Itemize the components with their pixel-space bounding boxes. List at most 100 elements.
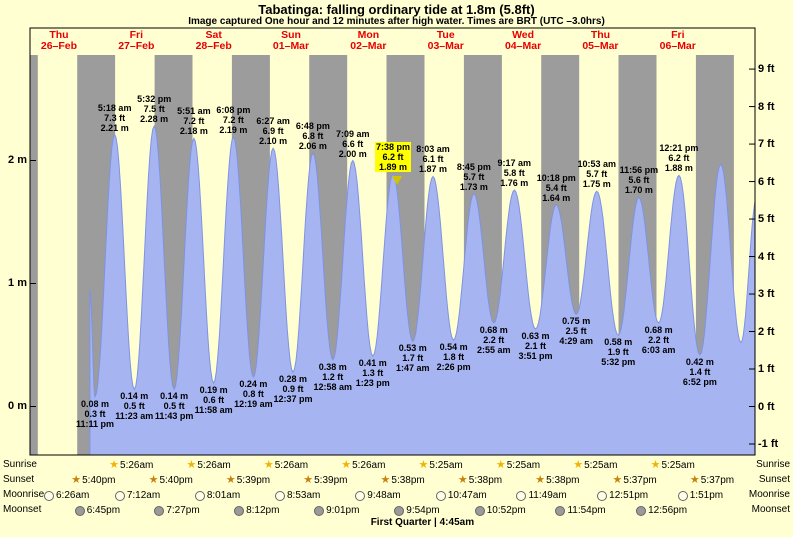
low-tide-annotation: 0.14 m 0.5 ft 11:43 pm	[155, 391, 194, 421]
annotation-line: 0.28 m	[278, 374, 308, 385]
moonset-entry: 7:27pm	[154, 503, 200, 518]
moonset-entry: 9:01pm	[314, 503, 359, 518]
sunset-time: 5:38pm	[468, 475, 503, 486]
annotation-line: 0.24 m	[239, 378, 268, 389]
moonrise-entry: 1:51pm	[677, 488, 723, 503]
annotation-line: 2.2 ft	[648, 334, 670, 345]
meter-axis-label: 1 m	[8, 276, 27, 289]
annotation-line: 0.41 m	[358, 358, 387, 369]
sunset-label-right: Sunset	[758, 474, 790, 485]
annotation-line: 0.6 ft	[203, 395, 225, 406]
annotation-line: 6:27 am	[256, 116, 290, 127]
feet-axis-label: 0 ft	[758, 400, 775, 413]
moonrise-time: 7:12am	[126, 490, 161, 501]
annotation-line: 0.53 m	[398, 343, 427, 354]
moonrise-icon	[435, 490, 446, 501]
annotation-line: 5:18 am	[97, 102, 132, 113]
annotation-line: 11:56 pm	[619, 165, 659, 176]
moonrise-icon	[44, 490, 54, 501]
annotation-line: 0.19 m	[199, 385, 228, 396]
annotation-line: 2.18 m	[179, 126, 208, 137]
sunrise-time: 5:26am	[197, 460, 231, 471]
annotation-line: 6:52 pm	[682, 376, 717, 387]
moonset-entry: 6:45pm	[74, 503, 121, 518]
annotation-line: 3:51 pm	[518, 351, 553, 361]
annotation-line: 11:58 am	[194, 405, 233, 416]
plot-area	[30, 55, 755, 455]
moonset-icon	[555, 505, 566, 516]
annotation-line: 0.5 ft	[163, 401, 185, 412]
annotation-line: 2.10 m	[259, 136, 288, 147]
high-tide-annotation: 10:18 pm 5.4 ft 1.64 m	[537, 173, 576, 203]
moonrise-entry: 12:51pm	[597, 488, 648, 503]
sunrise-star-icon: ★	[650, 459, 661, 471]
high-tide-annotation: 6:08 pm 7.2 ft 2.19 m	[216, 105, 250, 135]
sunset-time: 5:37pm	[623, 475, 657, 486]
high-tide-annotation: 5:32 pm 7.5 ft 2.28 m	[137, 94, 171, 124]
moonrise-entry: 11:49am	[516, 488, 567, 503]
day-name: Fri	[671, 29, 685, 41]
annotation-line: 6:03 am	[641, 344, 676, 355]
day-date: 05–Mar	[582, 40, 619, 52]
annotation-line: 12:21 pm	[659, 143, 699, 154]
annotation-line: 11:43 pm	[154, 411, 194, 422]
annotation-line: 6.2 ft	[668, 153, 690, 164]
annotation-line: 5:32 pm	[137, 94, 172, 105]
moonrise-time: 11:49am	[528, 490, 567, 501]
sunset-time: 5:40pm	[159, 475, 193, 486]
annotation-line: 7.5 ft	[143, 104, 165, 115]
moonset-time: 10:52pm	[486, 505, 526, 516]
moonrise-label-right: Moonrise	[748, 489, 790, 500]
annotation-line: 2.28 m	[140, 114, 169, 125]
annotation-line: 2.2 ft	[483, 334, 505, 345]
annotation-line: 2.00 m	[338, 148, 367, 159]
feet-axis-label: 1 ft	[758, 363, 775, 375]
feet-axis-label: -1 ft	[758, 437, 779, 450]
day-name: Sat	[205, 29, 222, 41]
day-label: Sun 01–Mar	[251, 30, 331, 52]
annotation-line: 7.3 ft	[104, 112, 126, 123]
moonset-time: 6:45pm	[86, 505, 121, 516]
sunrise-star-icon: ★	[109, 459, 120, 471]
sunset-time: 5:37pm	[700, 475, 735, 486]
sunrise-star-icon: ★	[418, 459, 429, 471]
high-tide-annotation: 9:17 am 5.8 ft 1.76 m	[498, 158, 532, 188]
annotation-line: 0.68 m	[479, 324, 508, 335]
annotation-line: 1.64 m	[542, 192, 571, 203]
annotation-line: 1.73 m	[459, 181, 488, 192]
annotation-line: 2.1 ft	[524, 341, 547, 351]
sunrise-entry: ★ 5:25am	[573, 458, 617, 473]
sunset-entry: ★ 5:38pm	[381, 473, 425, 488]
sunrise-time: 5:25am	[584, 460, 618, 471]
sunset-star-icon: ★	[457, 474, 468, 486]
annotation-line: 12:58 am	[313, 381, 353, 392]
sunrise-entry: ★ 5:25am	[419, 458, 463, 473]
chart-frame	[29, 27, 756, 456]
sunrise-star-icon: ★	[263, 459, 274, 471]
annotation-line: 12:19 am	[234, 398, 273, 409]
low-tide-annotation: 0.63 m 2.1 ft 3:51 pm	[518, 331, 552, 361]
annotation-line: 9:17 am	[497, 158, 532, 169]
moonset-time: 12:56pm	[648, 505, 688, 516]
day-date: 01–Mar	[272, 40, 310, 52]
moonrise-icon	[597, 490, 608, 501]
annotation-line: 1.87 m	[418, 164, 448, 175]
sunset-label-left: Sunset	[3, 474, 35, 485]
day-date: 27–Feb	[118, 40, 155, 52]
annotation-line: 1:23 pm	[355, 378, 390, 389]
high-tide-annotation: 8:03 am 6.1 ft 1.87 m	[416, 144, 450, 174]
sunset-entry: ★ 5:37pm	[613, 473, 657, 488]
day-name: Tue	[436, 29, 455, 41]
annotation-line: 5.6 ft	[628, 175, 650, 186]
annotation-line: 0.08 m	[80, 398, 110, 409]
moonrise-time: 8:01am	[206, 490, 241, 501]
sunset-time: 5:38pm	[391, 475, 425, 486]
day-name: Sun	[281, 29, 301, 41]
moonset-label-right: Moonset	[751, 504, 790, 515]
moonset-icon	[234, 505, 245, 516]
sunrise-entry: ★ 5:26am	[187, 458, 231, 473]
moonrise-entry: 6:26am	[44, 488, 89, 503]
annotation-line: 2.21 m	[100, 122, 129, 133]
annotation-line: 0.9 ft	[282, 384, 304, 395]
page-subtitle: Image captured One hour and 12 minutes a…	[188, 16, 605, 27]
